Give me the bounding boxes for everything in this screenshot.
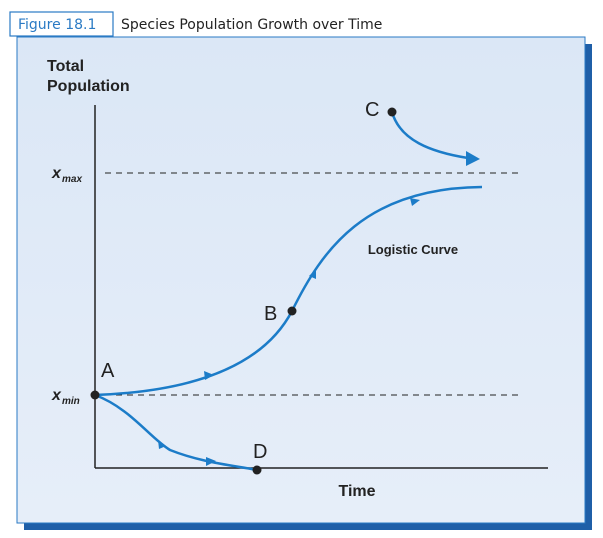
y-axis-label: Population [47, 78, 130, 95]
figure-badge [9, 11, 114, 37]
point-a [90, 390, 100, 400]
point-label: C [365, 99, 379, 121]
point-c [387, 107, 397, 117]
point-label: A [101, 360, 115, 382]
panel [16, 36, 586, 524]
point-d [252, 465, 262, 475]
max-subscript: max [62, 174, 82, 185]
x-axis-label: Time [338, 483, 375, 500]
min-subscript: min [62, 396, 80, 407]
decline-curve [94, 393, 258, 472]
point-b [287, 306, 297, 316]
arrowhead [158, 440, 166, 449]
point-label: B [264, 303, 277, 325]
arrowhead [309, 269, 316, 279]
figure-number: Figure 18.1 [18, 17, 96, 33]
max-symbol: x [51, 165, 62, 182]
figure-title: Species Population Growth over Time [121, 17, 382, 33]
min-symbol: x [51, 387, 62, 404]
overshoot-curve [390, 111, 469, 160]
arrowhead [204, 371, 214, 380]
arrowhead [206, 457, 216, 466]
curve-label: Logistic Curve [368, 242, 458, 257]
arrowhead [466, 151, 480, 166]
y-axis-label: Total [47, 58, 84, 75]
point-label: D [253, 441, 267, 463]
arrowhead [410, 198, 420, 206]
